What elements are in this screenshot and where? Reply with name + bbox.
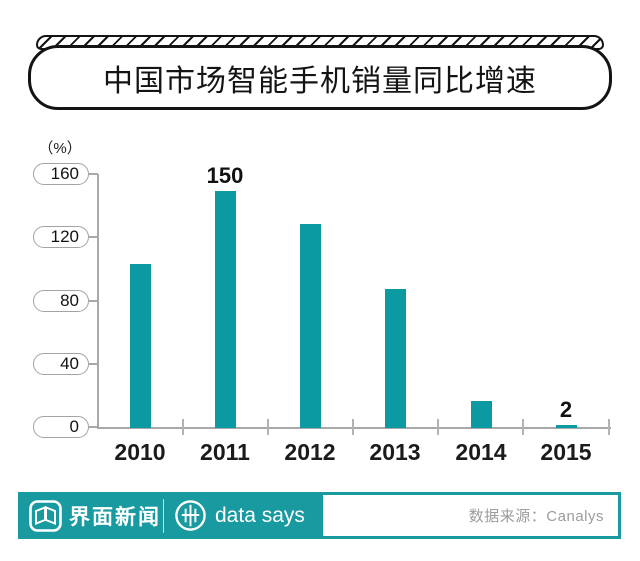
x-axis-label-2012: 2012 [284,439,336,465]
x-axis-label-2010: 2010 [114,439,166,465]
jiemian-logo-icon [29,499,62,532]
y-tick-mark [88,362,98,365]
bar-2012 [299,224,321,428]
y-tick-pill: 120 [33,226,89,249]
y-tick-mark [88,173,98,175]
x-tick-mark [522,419,524,435]
title-card: 中国市场智能手机销量同比增速 [28,35,612,110]
footer-bar: 界面新闻 data says 数据来源：Canalys [18,492,621,539]
x-tick-mark [352,419,354,435]
source-box: 数据来源：Canalys [323,495,618,536]
x-axis-label-2011: 2011 [200,439,250,465]
bar-2014 [470,401,492,428]
x-axis-label-2015: 2015 [540,439,592,465]
bar-2013 [384,289,406,428]
x-tick-mark [267,419,269,435]
data-says-pulse-icon [175,500,206,531]
y-tick-pill: 160 [33,163,89,185]
y-axis-unit-label: （%） [38,140,82,157]
y-tick-pill: 40 [33,352,89,375]
bar-2015 [555,425,577,428]
x-tick-mark [608,419,610,435]
y-axis-line [97,174,99,429]
brand-name: 界面新闻 [69,505,161,529]
x-axis-label-2013: 2013 [369,439,421,465]
y-tick-mark [88,236,98,239]
bar-2011 [214,191,236,428]
footer-divider [163,498,164,533]
footer-brand-group: 界面新闻 data says [18,492,305,539]
y-tick-mark [88,426,98,428]
page-title: 中国市场智能手机销量同比增速 [103,64,537,98]
bar-value-label: 2 [559,397,573,422]
data-source-label: 数据来源：Canalys [468,508,604,525]
bar-2010 [129,264,151,428]
x-axis-label-2014: 2014 [455,439,507,465]
y-tick-pill: 80 [33,289,89,312]
y-tick-pill: 0 [33,416,89,438]
product-name: data says [215,503,305,527]
bar-value-label: 150 [206,163,244,188]
x-tick-mark [437,419,439,435]
title-card-face: 中国市场智能手机销量同比增速 [28,45,612,110]
y-tick-mark [88,299,98,302]
x-tick-mark [182,419,184,435]
x-axis-line [97,427,611,429]
